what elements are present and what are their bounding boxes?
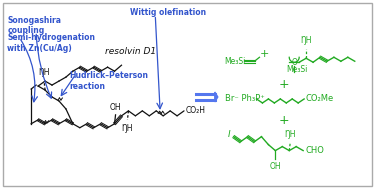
Text: +: + [279, 77, 290, 91]
Text: Me₃Si: Me₃Si [225, 57, 246, 66]
Text: OH: OH [270, 162, 281, 170]
Text: O: O [291, 58, 297, 67]
Text: ŊH: ŊH [300, 36, 312, 45]
Text: ŊH: ŊH [285, 130, 296, 139]
Text: Hudrlick–Peterson
reaction: Hudrlick–Peterson reaction [69, 71, 148, 91]
Text: resolvin D1: resolvin D1 [105, 47, 156, 56]
Text: Sonogashira
coupling: Sonogashira coupling [8, 15, 62, 35]
Text: +: + [260, 49, 269, 59]
Text: OH: OH [110, 103, 122, 112]
Text: ŊH: ŊH [122, 124, 133, 133]
Text: CO₂H: CO₂H [186, 106, 206, 115]
Text: CHO: CHO [305, 146, 324, 155]
Text: +: + [279, 114, 290, 127]
Text: Me₃Si: Me₃Si [286, 65, 308, 74]
Text: CO₂Me: CO₂Me [305, 94, 333, 103]
Polygon shape [215, 92, 218, 102]
FancyBboxPatch shape [3, 3, 372, 186]
Text: Br⁻ Ph₃P⁺: Br⁻ Ph₃P⁺ [225, 94, 264, 103]
Text: I: I [228, 130, 231, 139]
Text: ŊH: ŊH [38, 68, 50, 77]
Text: Wittig olefination: Wittig olefination [130, 8, 207, 17]
Text: Semi-hydrogenation
with Zn(Cu/Ag): Semi-hydrogenation with Zn(Cu/Ag) [8, 33, 95, 53]
